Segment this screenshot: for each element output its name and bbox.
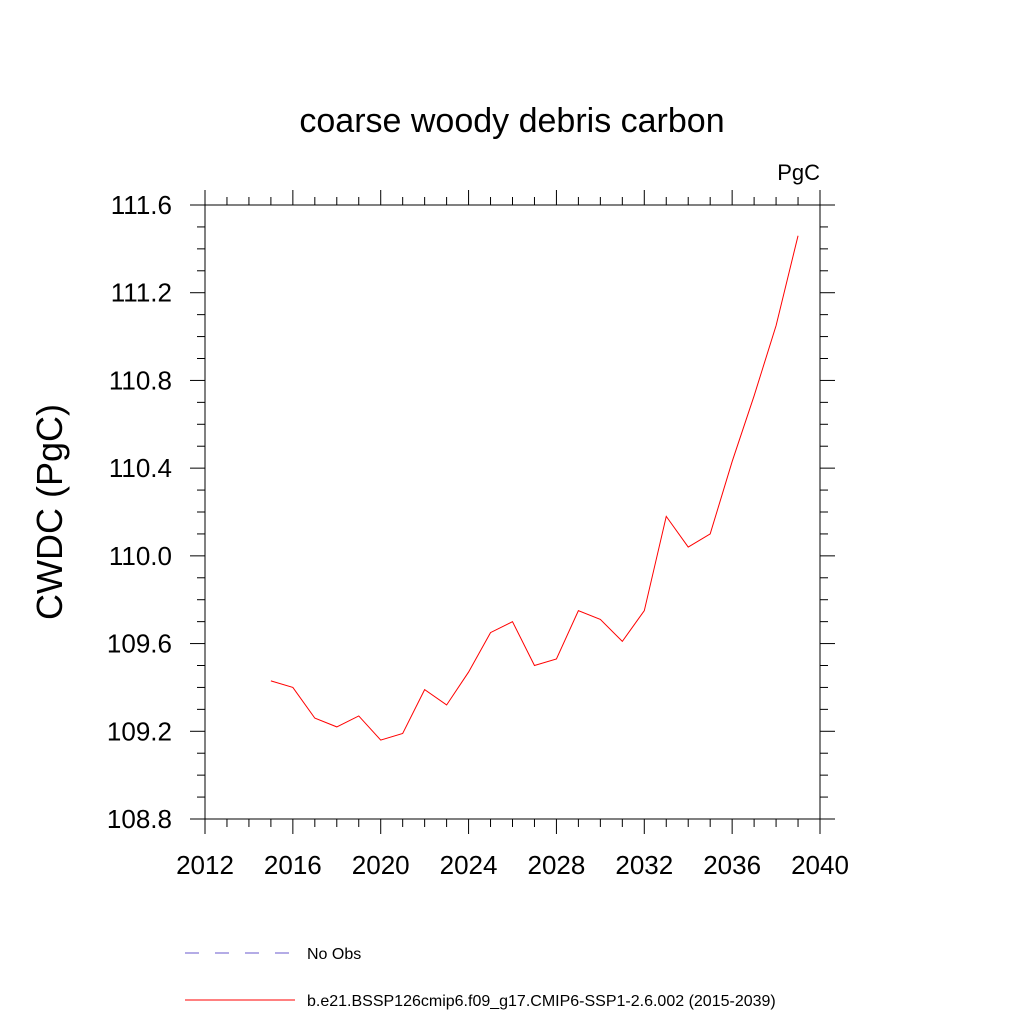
x-tick-label: 2024 xyxy=(440,850,498,880)
x-tick-label: 2016 xyxy=(264,850,322,880)
x-tick-label: 2032 xyxy=(615,850,673,880)
legend-label-no-obs: No Obs xyxy=(307,946,361,963)
x-tick-label: 2020 xyxy=(352,850,410,880)
y-tick-label: 110.0 xyxy=(109,541,172,571)
y-tick-label: 111.6 xyxy=(111,190,172,220)
y-tick-label: 110.4 xyxy=(109,453,172,483)
units-label: PgC xyxy=(777,160,820,185)
chart-title: coarse woody debris carbon xyxy=(299,102,724,140)
axis-tick-labels: 2012 2016 2020 2024 2028 2032 2036 2040 108.8 109… xyxy=(107,190,849,880)
y-tick-label: 111.2 xyxy=(111,278,172,308)
axis-ticks xyxy=(190,190,835,834)
series-layer xyxy=(270,235,799,741)
y-tick-label: 110.8 xyxy=(109,365,172,395)
x-tick-label: 2036 xyxy=(703,850,761,880)
y-tick-label: 108.8 xyxy=(107,804,172,834)
x-tick-label: 2028 xyxy=(528,850,586,880)
y-axis-label: CWDC (PgC) xyxy=(29,404,70,620)
x-tick-label: 2040 xyxy=(791,850,849,880)
legend-label-model-run: b.e21.BSSP126cmip6.f09_g17.CMIP6-SSP1-2.… xyxy=(307,993,776,1010)
x-tick-label: 2012 xyxy=(176,850,234,880)
plot-frame xyxy=(204,204,821,820)
y-tick-label: 109.6 xyxy=(107,629,172,659)
y-tick-label: 109.2 xyxy=(107,716,172,746)
legend: No Obs b.e21.BSSP126cmip6.f09_g17.CMIP6-… xyxy=(185,946,776,1010)
series-line-0 xyxy=(270,235,799,741)
